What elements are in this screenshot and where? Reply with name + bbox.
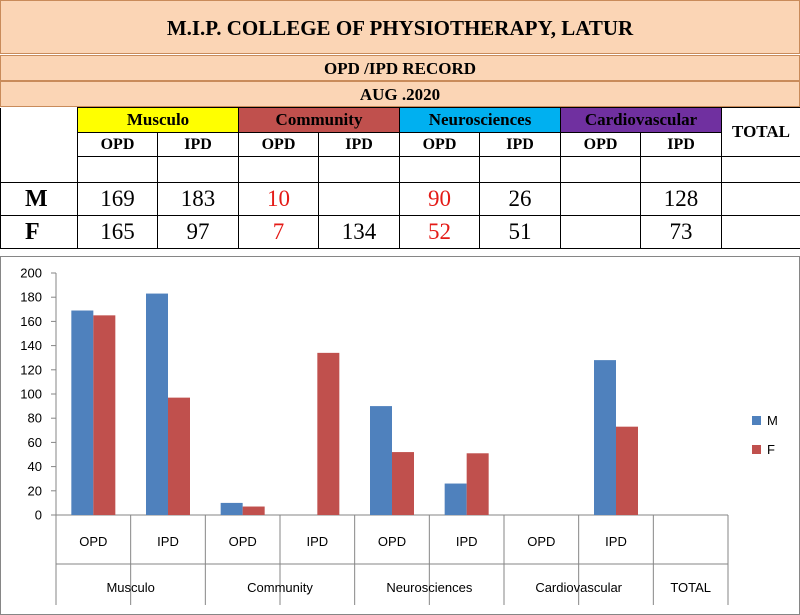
sub-header-cell: OPD — [77, 132, 158, 157]
table-cell: 10 — [238, 182, 319, 216]
table-cell: 183 — [157, 182, 239, 216]
table-cell: 128 — [640, 182, 723, 216]
row-label-f: F — [0, 215, 78, 249]
x-group-label: Community — [247, 580, 313, 595]
legend-swatch-f — [752, 445, 761, 454]
y-tick-label: 200 — [20, 266, 42, 281]
x-group-label: Cardiovascular — [535, 580, 622, 595]
legend-swatch-m — [752, 416, 761, 425]
empty-cell — [318, 156, 400, 183]
table-cell: 51 — [478, 215, 562, 249]
record-table: Musculo Community Neurosciences Cardiova… — [0, 107, 800, 249]
empty-cell — [238, 156, 319, 183]
y-tick-label: 100 — [20, 387, 42, 402]
corner-cell — [0, 132, 78, 157]
chart-frame — [0, 256, 800, 615]
bar-m — [146, 293, 168, 515]
table-cell — [560, 215, 642, 249]
total-cell — [721, 215, 800, 249]
x-category-label: IPD — [306, 534, 328, 549]
empty-cell — [478, 156, 562, 183]
row-label-m: M — [0, 182, 78, 216]
y-tick-label: 160 — [20, 314, 42, 329]
record-subtitle: OPD /IPD RECORD — [0, 55, 800, 81]
table-cell — [560, 182, 642, 216]
sub-header-cell: OPD — [399, 132, 480, 157]
x-category-label: IPD — [157, 534, 179, 549]
table-cell: 73 — [640, 215, 723, 249]
legend-label-m: M — [767, 413, 778, 428]
bar-f — [392, 452, 414, 515]
bar-m — [594, 360, 616, 515]
bar-chart: 0 20 40 60 80 100 120 140 160 180 200 OPD IPD OPD IPD O… — [0, 256, 800, 615]
sub-header-cell: IPD — [478, 132, 562, 157]
category-header-community: Community — [238, 107, 400, 133]
table-cell: 169 — [77, 182, 158, 216]
sub-header-cell: IPD — [640, 132, 723, 157]
table-cell: 52 — [399, 215, 480, 249]
y-tick-label: 40 — [28, 459, 42, 474]
table-cell: 165 — [77, 215, 158, 249]
table-cell: 90 — [399, 182, 480, 216]
sub-header-cell: OPD — [560, 132, 642, 157]
sub-header-cell: OPD — [238, 132, 319, 157]
legend-label-f: F — [767, 442, 775, 457]
total-cell — [721, 182, 800, 216]
empty-cell — [721, 156, 800, 183]
y-tick-label: 80 — [28, 411, 42, 426]
x-category-label: OPD — [229, 534, 257, 549]
y-tick-label: 20 — [28, 483, 42, 498]
bar-f — [466, 453, 489, 515]
bar-m — [370, 406, 392, 515]
category-header-neurosciences: Neurosciences — [398, 107, 562, 133]
table-cell: 7 — [238, 215, 319, 249]
bar-f — [93, 315, 116, 515]
bar-m — [444, 483, 467, 515]
bar-f — [317, 352, 340, 515]
empty-cell — [560, 156, 642, 183]
empty-cell — [157, 156, 239, 183]
table-cell: 134 — [318, 215, 400, 249]
category-header-cardiovascular: Cardiovascular — [560, 107, 723, 133]
x-category-label: OPD — [79, 534, 107, 549]
bar-f — [242, 506, 265, 515]
y-tick-label: 0 — [35, 508, 42, 523]
table-cell: 97 — [157, 215, 239, 249]
y-tick-label: 180 — [20, 290, 42, 305]
x-category-label: OPD — [378, 534, 406, 549]
x-category-label: OPD — [527, 534, 555, 549]
x-category-label: IPD — [456, 534, 478, 549]
bar-m — [220, 502, 243, 515]
sub-header-cell: IPD — [318, 132, 400, 157]
corner-cell — [0, 156, 78, 183]
empty-cell — [77, 156, 158, 183]
x-group-label: TOTAL — [670, 580, 711, 595]
table-cell: 26 — [478, 182, 562, 216]
x-category-label: IPD — [605, 534, 627, 549]
table-cell — [318, 182, 400, 216]
category-header-musculo: Musculo — [77, 107, 239, 133]
x-group-label: Musculo — [106, 580, 154, 595]
bar-f — [168, 397, 190, 515]
bar-m — [71, 310, 94, 515]
y-tick-label: 120 — [20, 362, 42, 377]
corner-cell — [0, 107, 78, 133]
bar-f — [616, 426, 638, 515]
x-group-label: Neurosciences — [386, 580, 472, 595]
sub-header-cell: IPD — [157, 132, 239, 157]
page-title: M.I.P. COLLEGE OF PHYSIOTHERAPY, LATUR — [0, 0, 800, 54]
period-label: AUG .2020 — [0, 81, 800, 107]
empty-cell — [399, 156, 480, 183]
empty-cell — [640, 156, 723, 183]
y-tick-label: 60 — [28, 435, 42, 450]
total-header: TOTAL — [721, 107, 800, 157]
y-tick-label: 140 — [20, 338, 42, 353]
